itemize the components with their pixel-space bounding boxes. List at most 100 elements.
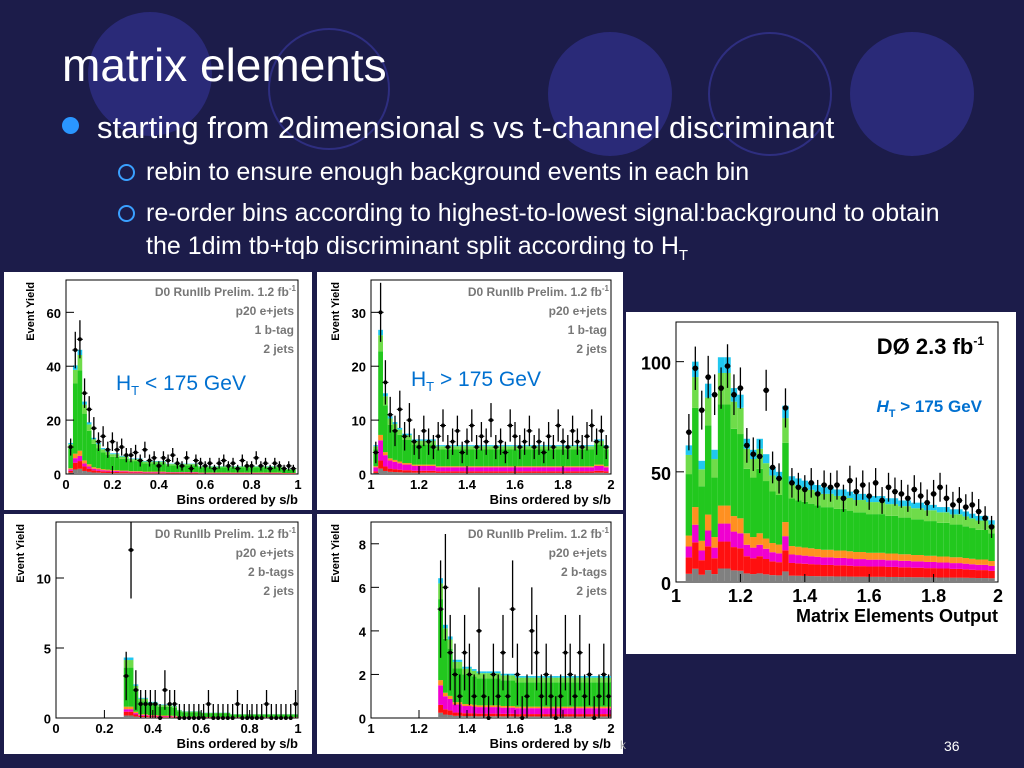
data-point	[561, 439, 565, 444]
stacked-bar-segment	[853, 566, 860, 577]
stacked-bar-segment	[438, 704, 443, 713]
stacked-bar-segment	[846, 551, 854, 559]
y-tick-label: 20	[47, 414, 61, 429]
data-point	[789, 480, 795, 486]
stacked-bar-segment	[488, 467, 494, 472]
stacked-bar-segment	[86, 430, 92, 465]
stacked-bar-segment	[988, 533, 995, 562]
stacked-bar-segment	[936, 568, 944, 578]
stacked-bar-segment	[119, 471, 124, 473]
data-point	[417, 445, 421, 450]
stacked-bar-segment	[917, 577, 924, 582]
stacked-bar-segment	[833, 508, 841, 551]
stacked-bar-segment	[577, 716, 583, 718]
stacked-bar-segment	[445, 471, 451, 473]
data-point	[474, 445, 479, 450]
stacked-bar-segment	[123, 709, 129, 712]
data-point	[138, 702, 143, 706]
stacked-bar-segment	[175, 465, 180, 473]
data-point	[397, 407, 402, 412]
stacked-bar-segment	[402, 439, 407, 464]
stacked-bar-segment	[692, 524, 699, 543]
stacked-bar-segment	[503, 471, 508, 473]
stacked-bar-segment	[445, 466, 451, 468]
stacked-bar-segment	[469, 466, 475, 468]
stacked-bar-segment	[698, 540, 705, 551]
stacked-bar-segment	[162, 717, 168, 718]
stacked-bar-segment	[769, 491, 776, 544]
stacked-bar-segment	[865, 552, 873, 560]
stacked-bar-segment	[378, 335, 383, 352]
stacked-bar-segment	[750, 477, 757, 538]
stacked-bar-segment	[450, 471, 455, 473]
stacked-bar-segment	[510, 673, 515, 676]
stacked-bar-segment	[459, 466, 465, 468]
data-point	[293, 702, 298, 706]
data-point	[212, 466, 217, 471]
background-ring	[708, 32, 832, 156]
stacked-bar-segment	[579, 467, 585, 472]
stacked-bar-segment	[527, 467, 532, 472]
stacked-bar-segment	[724, 541, 731, 569]
stacked-bar-segment	[711, 574, 718, 582]
stacked-bar-segment	[724, 372, 731, 405]
stacked-bar-segment	[123, 711, 129, 716]
data-point	[282, 466, 287, 471]
data-point	[68, 445, 73, 450]
stacked-bar-segment	[814, 549, 821, 557]
stacked-bar-segment	[859, 552, 866, 560]
stacked-bar-segment	[82, 413, 87, 461]
stacked-bar-segment	[91, 470, 97, 473]
stacked-bar-segment	[898, 517, 905, 555]
x-tick-label: 2	[607, 477, 614, 492]
stacked-bar-segment	[488, 466, 494, 468]
stacked-bar-segment	[105, 469, 111, 471]
stacked-bar-segment	[411, 464, 417, 466]
stacked-bar-segment	[72, 453, 78, 459]
stacked-bar-segment	[517, 472, 523, 474]
stacked-bar-segment	[503, 472, 508, 474]
stacked-bar-segment	[378, 468, 383, 474]
stacked-bar-segment	[943, 568, 950, 578]
stacked-bar-segment	[555, 449, 561, 467]
stacked-bar-segment	[969, 564, 976, 570]
stacked-bar-segment	[808, 548, 815, 557]
ht-annotation: HT < 175 GeV	[116, 372, 246, 398]
data-point	[254, 716, 259, 720]
stacked-bar-segment	[447, 710, 453, 715]
stacked-bar-segment	[531, 471, 537, 473]
data-point	[491, 672, 496, 677]
stacked-bar-segment	[397, 427, 403, 430]
stacked-bar-segment	[459, 471, 465, 473]
stacked-bar-segment	[507, 472, 513, 474]
stacked-bar-segment	[161, 472, 166, 474]
stacked-bar-segment	[820, 549, 828, 558]
stacked-bar-segment	[91, 467, 97, 469]
legend-line: p20 e+jets	[549, 304, 608, 318]
stacked-bar-segment	[440, 445, 446, 447]
data-point	[133, 688, 138, 692]
legend-line: 2 jets	[576, 342, 607, 356]
stacked-bar-segment	[105, 454, 111, 470]
stacked-bar-segment	[846, 576, 854, 582]
stacked-bar-segment	[543, 706, 549, 709]
data-point	[460, 450, 465, 455]
data-point	[814, 491, 821, 497]
stacked-bar-segment	[717, 505, 725, 524]
stacked-bar-segment	[435, 472, 441, 474]
stacked-bar-segment	[100, 449, 106, 453]
data-point	[388, 412, 393, 417]
stacked-bar-segment	[193, 472, 199, 474]
sub-bullet-2-text: re-order bins according to highest-to-lo…	[146, 197, 976, 272]
stacked-bar-segment	[500, 716, 506, 718]
stacked-bar-segment	[575, 471, 580, 473]
stacked-bar-segment	[72, 369, 78, 384]
stacked-bar-segment	[594, 472, 599, 474]
background-circle	[548, 32, 672, 156]
stacked-bar-segment	[599, 465, 604, 471]
stacked-bar-segment	[589, 467, 595, 472]
stacked-bar-segment	[133, 711, 139, 714]
data-point	[96, 439, 101, 444]
stacked-bar-segment	[775, 544, 783, 554]
stacked-bar-segment	[969, 558, 976, 565]
